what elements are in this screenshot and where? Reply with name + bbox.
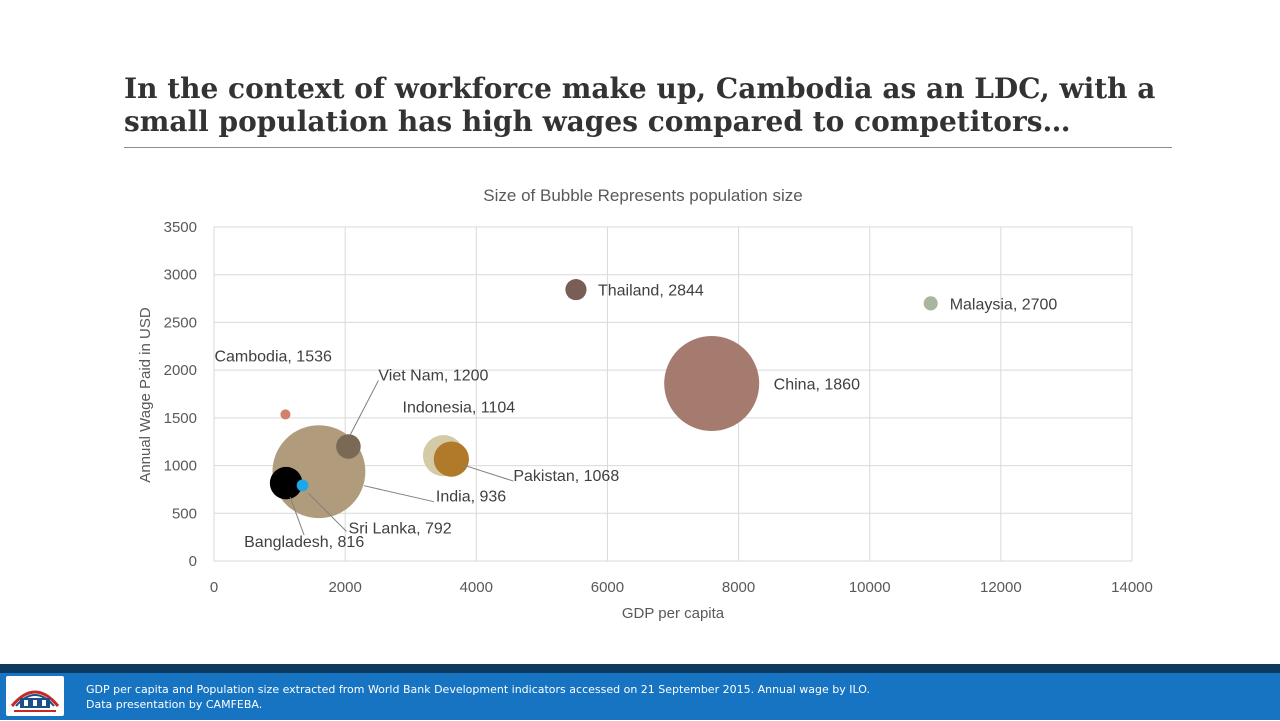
data-label-china: China, 1860 xyxy=(774,377,860,394)
y-tick-label: 0 xyxy=(189,553,197,570)
data-labels: Cambodia, 1536 Viet Nam, 1200 Indonesia, 1… xyxy=(214,283,1057,552)
bubble-thailand xyxy=(565,279,587,301)
chart-title: Size of Bubble Represents population siz… xyxy=(483,186,802,205)
x-tick-label: 6000 xyxy=(591,579,624,596)
axes: 0 2000 4000 6000 8000 10000 12000 14000 0 500 1000… xyxy=(164,219,1153,596)
y-tick-label: 1500 xyxy=(164,410,197,427)
x-axis-title: GDP per capita xyxy=(622,605,725,622)
y-tick-label: 3500 xyxy=(164,219,197,236)
title-divider xyxy=(124,147,1172,148)
camfeba-logo xyxy=(6,676,64,716)
footer-credit-line: Data presentation by CAMFEBA. xyxy=(86,698,263,711)
bubble-pakistan xyxy=(433,441,470,477)
footer-accent-bar xyxy=(0,664,1280,673)
label-leader-line xyxy=(289,496,305,536)
data-label-india: India, 936 xyxy=(436,489,506,506)
bubble-china xyxy=(664,336,760,432)
x-tick-label: 4000 xyxy=(460,579,493,596)
label-leader-line xyxy=(463,464,514,482)
bubble-viet-nam xyxy=(336,434,361,459)
bubble-bangladesh xyxy=(269,466,303,500)
bubble-chart: Size of Bubble Represents population siz… xyxy=(137,186,1153,622)
data-label-malaysia: Malaysia, 2700 xyxy=(950,296,1058,313)
y-axis-title: Annual Wage Paid in USD xyxy=(137,307,154,483)
x-tick-label: 8000 xyxy=(722,579,755,596)
label-leader-line xyxy=(308,493,347,532)
bubbles xyxy=(269,279,938,519)
y-tick-label: 3000 xyxy=(164,267,197,284)
data-label-sri-lanka: Sri Lanka, 792 xyxy=(349,520,452,537)
slide-title: In the context of workforce make up, Cam… xyxy=(124,72,1156,138)
label-leader-line xyxy=(349,380,379,435)
gridlines xyxy=(213,226,1133,562)
x-tick-label: 2000 xyxy=(328,579,361,596)
x-tick-label: 14000 xyxy=(1111,579,1153,596)
footer-source-line: GDP per capita and Population size extra… xyxy=(86,683,870,696)
bubble-sri-lanka xyxy=(296,479,309,492)
y-tick-label: 2000 xyxy=(164,362,197,379)
y-tick-label: 1000 xyxy=(164,458,197,475)
x-tick-label: 0 xyxy=(210,579,218,596)
bubble-malaysia xyxy=(923,296,938,311)
bubble-cambodia xyxy=(280,409,291,420)
data-label-viet-nam: Viet Nam, 1200 xyxy=(378,367,488,384)
footer: GDP per capita and Population size extra… xyxy=(0,673,1280,720)
data-label-bangladesh: Bangladesh, 816 xyxy=(244,534,364,551)
x-tick-label: 12000 xyxy=(980,579,1022,596)
x-tick-label: 10000 xyxy=(849,579,891,596)
data-label-cambodia: Cambodia, 1536 xyxy=(214,348,332,365)
data-label-thailand: Thailand, 2844 xyxy=(598,283,704,300)
y-tick-label: 2500 xyxy=(164,314,197,331)
footer-source-note: GDP per capita and Population size extra… xyxy=(86,682,870,712)
y-tick-label: 500 xyxy=(172,505,197,522)
label-leader-line xyxy=(363,485,435,503)
data-label-pakistan: Pakistan, 1068 xyxy=(513,468,619,485)
data-label-indonesia: Indonesia, 1104 xyxy=(403,400,516,417)
